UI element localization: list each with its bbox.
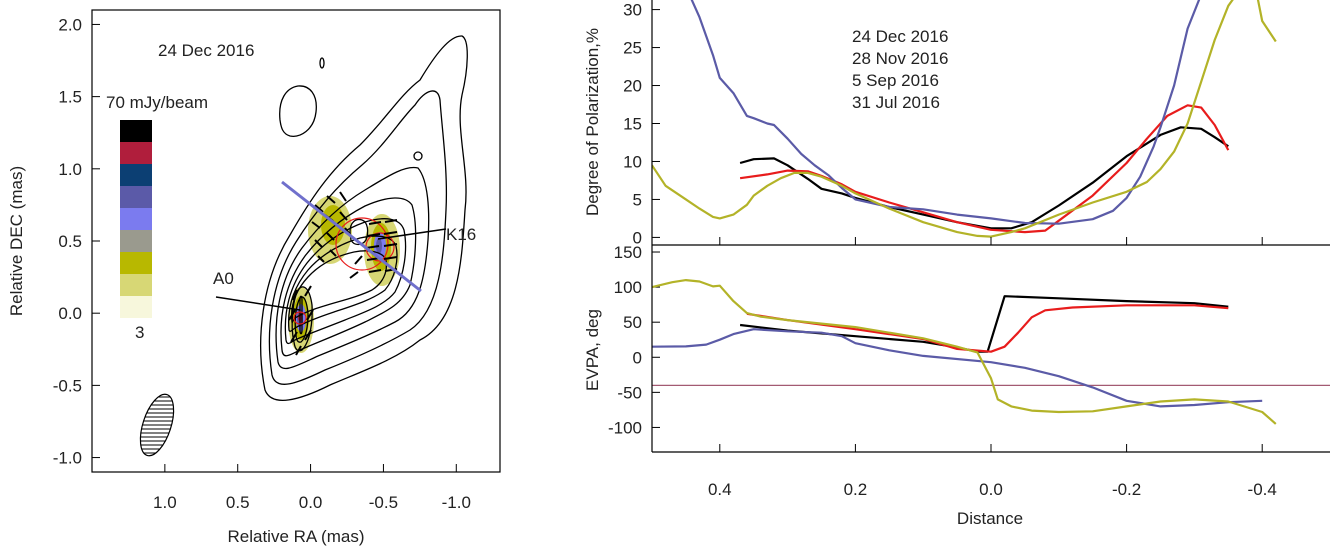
colorbar	[120, 120, 152, 318]
colorbar-swatch	[120, 186, 152, 208]
y-tick-label: -100	[608, 418, 642, 437]
series-line	[746, 304, 1229, 353]
series-line	[652, 279, 1277, 425]
evpa-panel: -100 -50 0 50 100 150 0.4 0.2 0.0 -0.2 -0.4 EVPA,…	[583, 237, 1330, 528]
y-tick-label: 5	[633, 190, 642, 209]
pol-y-ticks: 0 5 10 15 20 25 30	[623, 1, 660, 247]
map-y-tick-label: 1.5	[58, 88, 82, 107]
legend-entry: 28 Nov 2016	[852, 49, 948, 68]
x-tick-label: -0.2	[1112, 480, 1141, 499]
legend-entry: 5 Sep 2016	[852, 71, 939, 90]
colorbar-swatch	[120, 274, 152, 296]
jet-axis-line	[281, 180, 422, 293]
a0-label: A0	[213, 269, 234, 288]
map-y-tick-label: 2.0	[58, 15, 82, 34]
y-tick-label: 20	[623, 77, 642, 96]
x-tick-label: 0.4	[708, 480, 732, 499]
series-line	[690, 0, 1201, 225]
legend-entry: 31 Jul 2016	[852, 93, 940, 112]
map-x-tick-label: 0.0	[299, 493, 323, 512]
component-circles	[293, 217, 395, 325]
beam-ellipse	[133, 392, 181, 458]
map-y-tick-label: -0.5	[53, 376, 82, 395]
map-y-tick-label: 0.0	[58, 304, 82, 323]
map-x-tick-label: 1.0	[153, 493, 177, 512]
colorbar-swatch	[120, 296, 152, 318]
y-tick-label: 25	[623, 39, 642, 58]
map-y-tick-label: -1.0	[53, 449, 82, 468]
y-tick-label: 10	[623, 152, 642, 171]
map-title: 24 Dec 2016	[158, 41, 254, 60]
y-tick-label: -50	[617, 383, 642, 402]
colorbar-swatch	[120, 230, 152, 252]
evpa-x-ticks: 0.4 0.2 0.0 -0.2 -0.4	[708, 237, 1277, 499]
map-x-ticks: 1.0 0.5 0.0 -0.5 -1.0	[153, 464, 471, 512]
a0-leader	[215, 296, 301, 311]
colorbar-swatch	[120, 120, 152, 142]
k16-label: K16	[446, 225, 476, 244]
map-x-tick-label: 0.5	[226, 493, 250, 512]
evpa-series	[652, 279, 1330, 425]
pol-series	[652, 0, 1277, 238]
colorbar-swatch	[120, 142, 152, 164]
map-y-tick-label: 0.5	[58, 232, 82, 251]
evpa-y-ticks: -100 -50 0 50 100 150	[608, 243, 660, 437]
x-tick-label: 0.2	[844, 480, 868, 499]
map-y-tick-label: 1.0	[58, 160, 82, 179]
map-x-tick-label: -1.0	[442, 493, 471, 512]
colorbar-swatch	[120, 252, 152, 274]
evpa-y-axis-label: EVPA, deg	[583, 309, 602, 391]
intensity-contours	[260, 35, 468, 401]
k16-leader	[377, 228, 447, 240]
y-tick-label: 0	[633, 228, 642, 247]
series-line	[652, 328, 1263, 408]
legend: 24 Dec 2016 28 Nov 2016 5 Sep 2016 31 Jul 2…	[852, 27, 948, 112]
map-y-axis-label: Relative DEC (mas)	[7, 166, 26, 316]
polarization-panel: 0 5 10 15 20 25 30 Degree of Polarization,% 24…	[583, 0, 1277, 247]
series-line	[739, 104, 1230, 234]
colorbar-top-label: 70 mJy/beam	[106, 93, 208, 112]
y-tick-label: 30	[623, 1, 642, 20]
colorbar-bottom-label: 3	[135, 323, 144, 342]
y-tick-label: 100	[614, 278, 642, 297]
map-x-axis-label: Relative RA (mas)	[228, 527, 365, 546]
colorbar-swatch	[120, 208, 152, 230]
colorbar-swatch	[120, 164, 152, 186]
pol-y-axis-label: Degree of Polarization,%	[583, 28, 602, 216]
series-line	[652, 0, 1277, 238]
x-tick-label: 0.0	[979, 480, 1003, 499]
legend-entry: 24 Dec 2016	[852, 27, 948, 46]
y-tick-label: 0	[633, 348, 642, 367]
contour-map-panel: 1.0 0.5 0.0 -0.5 -1.0 -1.0 -0.5 0.0 0.5 1.0 1.5 2.…	[7, 9, 501, 546]
evpa-x-axis-label: Distance	[957, 509, 1023, 528]
x-tick-label: -0.4	[1248, 480, 1277, 499]
y-tick-label: 150	[614, 243, 642, 262]
y-tick-label: 50	[623, 313, 642, 332]
y-tick-label: 15	[623, 115, 642, 134]
map-x-tick-label: -0.5	[369, 493, 398, 512]
map-y-ticks: -1.0 -0.5 0.0 0.5 1.0 1.5 2.0	[53, 15, 100, 468]
